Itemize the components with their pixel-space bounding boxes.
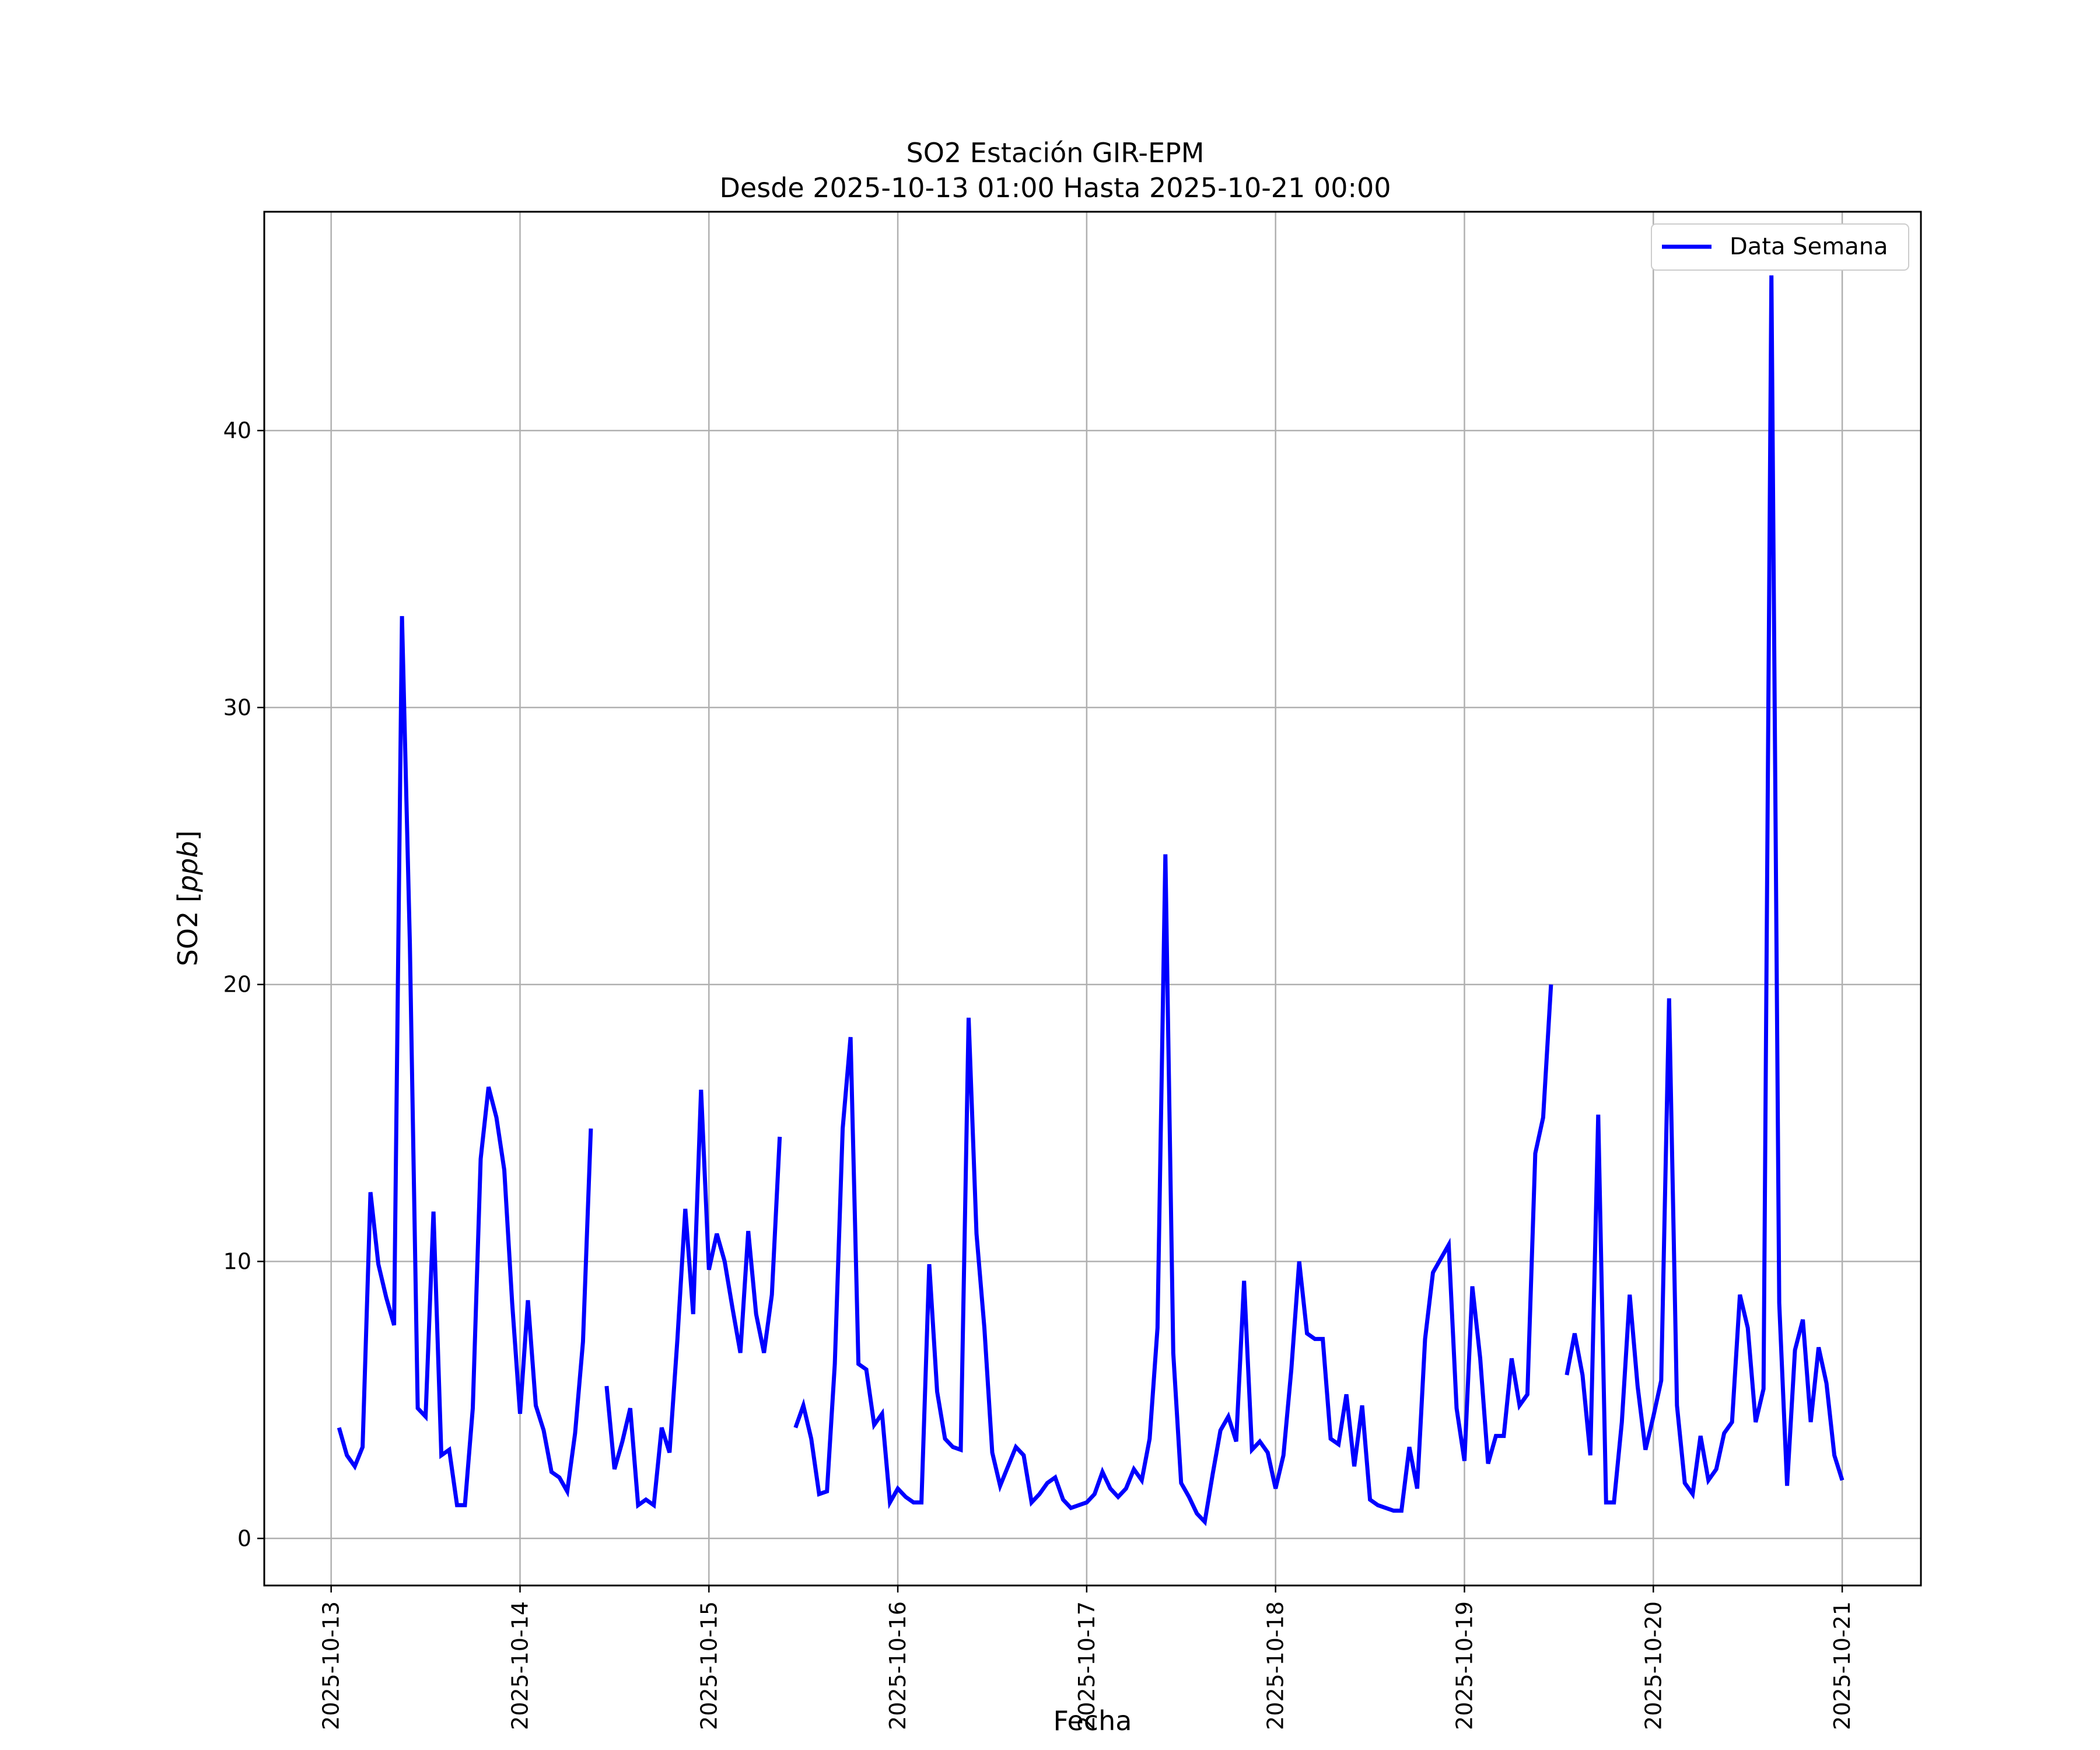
x-tick-label: 2025-10-20 xyxy=(1640,1601,1666,1730)
x-tick-label: 2025-10-17 xyxy=(1074,1601,1100,1730)
x-tick-label: 2025-10-15 xyxy=(696,1601,722,1730)
y-tick-label: 20 xyxy=(223,972,251,998)
legend: Data Semana xyxy=(1651,223,1909,271)
x-axis-ticks: 2025-10-13 2025-10-14 2025-10-15 2025-10-16… xyxy=(318,1586,1855,1730)
legend-label-data-semana: Data Semana xyxy=(1730,233,1888,260)
x-tick-label: 2025-10-18 xyxy=(1263,1601,1289,1730)
chart-title: SO2 Estación GIR-EPM xyxy=(907,137,1205,169)
y-tick-label: 10 xyxy=(223,1248,251,1274)
series-line-data-semana xyxy=(604,1089,782,1509)
legend-box xyxy=(1651,223,1909,271)
series-line-data-semana xyxy=(337,616,593,1507)
grid-lines xyxy=(264,212,1921,1586)
x-tick-label: 2025-10-21 xyxy=(1829,1601,1855,1730)
plot-frame xyxy=(263,211,1922,1587)
y-tick-label: 30 xyxy=(223,695,251,720)
x-tick-label: 2025-10-14 xyxy=(507,1601,533,1730)
y-tick-label: 40 xyxy=(223,418,251,443)
y-axis-ticks: 0 10 20 30 40 xyxy=(223,418,264,1551)
x-tick-label: 2025-10-19 xyxy=(1451,1601,1477,1730)
series-line-data-semana xyxy=(793,854,1553,1527)
series-layer xyxy=(337,275,1845,1527)
y-tick-label: 0 xyxy=(237,1525,251,1551)
x-tick-label: 2025-10-13 xyxy=(318,1601,344,1730)
x-tick-label: 2025-10-16 xyxy=(885,1601,911,1730)
chart-subtitle: Desde 2025-10-13 01:00 Hasta 2025-10-21 … xyxy=(719,172,1391,204)
y-axis-label: SO2 [ppb] xyxy=(172,831,204,967)
x-axis-label: Fecha xyxy=(1054,1705,1132,1737)
series-line-data-semana xyxy=(1564,275,1845,1505)
